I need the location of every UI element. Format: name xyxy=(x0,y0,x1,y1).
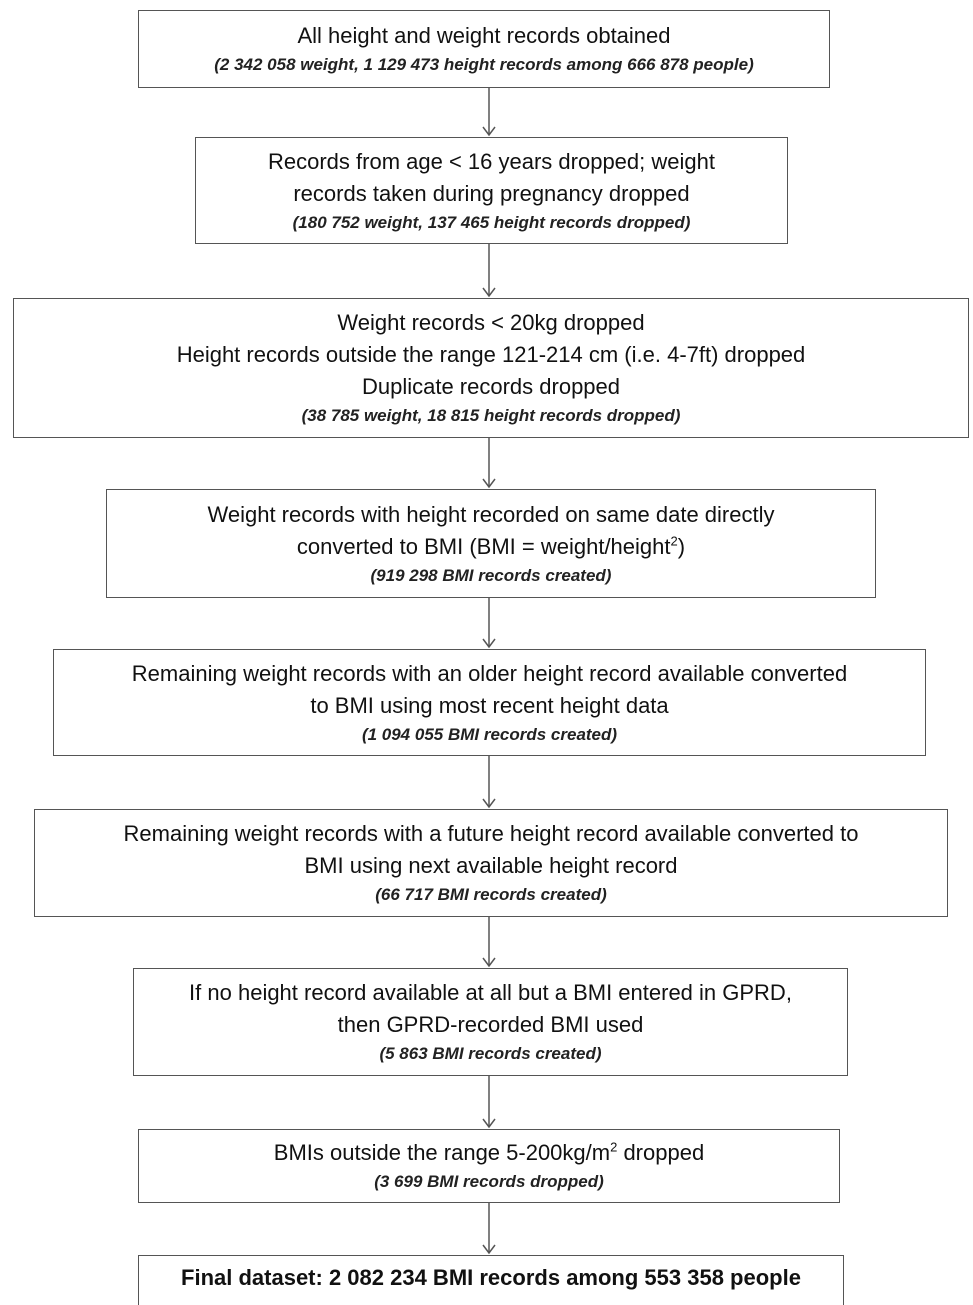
step-box-1: All height and weight records obtained (… xyxy=(138,10,830,88)
step-7-line-2: then GPRD-recorded BMI used xyxy=(337,1012,644,1037)
step-3-line-1: Weight records < 20kg dropped xyxy=(337,310,645,335)
step-4-note: (919 298 BMI records created) xyxy=(370,565,612,585)
step-1-note: (2 342 058 weight, 1 129 473 height reco… xyxy=(214,55,754,74)
step-7-note: (5 863 BMI records created) xyxy=(379,1044,602,1063)
step-4-line-2-text: converted to BMI (BMI = weight/height xyxy=(296,533,671,559)
step-6-note: (66 717 BMI records created) xyxy=(375,885,607,904)
step-8-line-1-text: BMIs outside the range 5-200kg/m xyxy=(273,1140,611,1165)
step-2-line-1: Records from age < 16 years dropped; wei… xyxy=(268,148,715,174)
step-box-3: Weight records < 20kg dropped Height rec… xyxy=(13,298,969,438)
step-7-line-1: If no height record available at all but… xyxy=(189,980,792,1005)
step-6-line-1: Remaining weight records with a future h… xyxy=(123,821,859,846)
step-8-note: (3 699 BMI records dropped) xyxy=(374,1172,604,1191)
step-box-2: Records from age < 16 years dropped; wei… xyxy=(195,137,788,244)
step-4-line-2: converted to BMI (BMI = weight/height2) xyxy=(297,531,685,563)
step-box-6: Remaining weight records with a future h… xyxy=(34,809,948,917)
step-8-superscript: 2 xyxy=(610,1139,618,1155)
step-box-5: Remaining weight records with an older h… xyxy=(53,649,926,756)
step-4-superscript: 2 xyxy=(670,533,678,549)
step-3-line-3: Duplicate records dropped xyxy=(361,374,621,399)
step-box-8: BMIs outside the range 5-200kg/m2 droppe… xyxy=(138,1129,840,1203)
step-2-note: (180 752 weight, 137 465 height records … xyxy=(292,212,691,232)
step-4-line-2-end: ) xyxy=(677,533,686,559)
step-4-line-1: Weight records with height recorded on s… xyxy=(207,501,775,527)
step-8-line-1-end: dropped xyxy=(617,1140,705,1165)
step-box-7: If no height record available at all but… xyxy=(133,968,848,1076)
step-5-line-2: to BMI using most recent height data xyxy=(310,692,669,718)
step-3-note: (38 785 weight, 18 815 height records dr… xyxy=(301,406,681,425)
step-2-line-2: records taken during pregnancy dropped xyxy=(293,180,690,206)
step-6-line-2: BMI using next available height record xyxy=(304,853,678,878)
final-dataset-text: Final dataset: 2 082 234 BMI records amo… xyxy=(181,1265,801,1290)
step-5-note: (1 094 055 BMI records created) xyxy=(361,724,618,744)
step-8-line-1: BMIs outside the range 5-200kg/m2 droppe… xyxy=(274,1137,704,1169)
final-dataset-box: Final dataset: 2 082 234 BMI records amo… xyxy=(138,1255,844,1305)
step-5-line-1: Remaining weight records with an older h… xyxy=(131,660,848,686)
step-box-4: Weight records with height recorded on s… xyxy=(106,489,876,598)
step-3-line-2: Height records outside the range 121-214… xyxy=(176,342,806,367)
step-1-line-1: All height and weight records obtained xyxy=(297,23,671,48)
